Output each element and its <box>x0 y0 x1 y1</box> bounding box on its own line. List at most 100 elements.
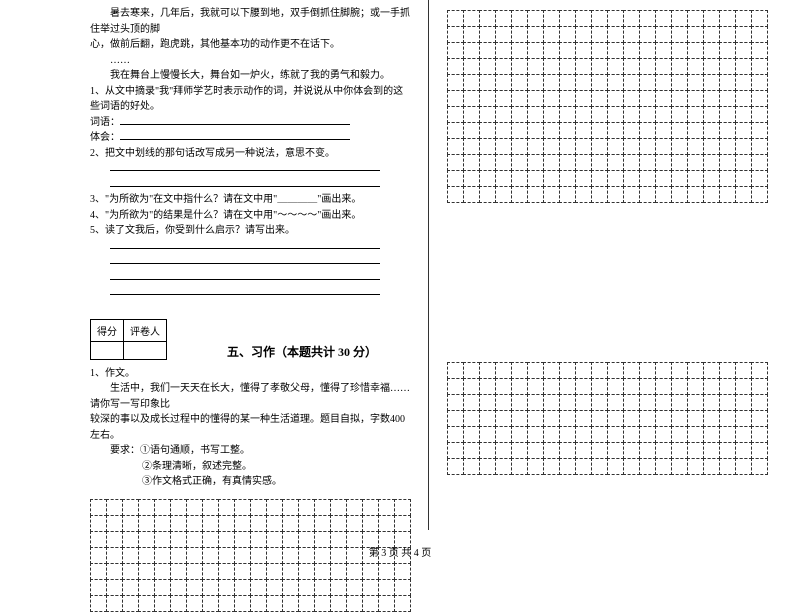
grid-cell[interactable] <box>170 563 187 580</box>
grid-cell[interactable] <box>623 26 640 43</box>
grid-cell[interactable] <box>559 58 576 75</box>
grid-cell[interactable] <box>719 90 736 107</box>
grid-cell[interactable] <box>447 42 464 59</box>
grid-cell[interactable] <box>495 74 512 91</box>
grid-cell[interactable] <box>394 499 411 516</box>
grid-cell[interactable] <box>575 74 592 91</box>
grid-cell[interactable] <box>639 42 656 59</box>
grid-cell[interactable] <box>479 74 496 91</box>
grid-cell[interactable] <box>511 122 528 139</box>
grid-cell[interactable] <box>719 106 736 123</box>
grid-cell[interactable] <box>511 90 528 107</box>
grid-cell[interactable] <box>623 90 640 107</box>
grid-cell[interactable] <box>655 186 672 203</box>
grid-cell[interactable] <box>543 58 560 75</box>
grid-cell[interactable] <box>559 378 576 395</box>
grid-cell[interactable] <box>607 186 624 203</box>
grid-cell[interactable] <box>591 42 608 59</box>
grid-cell[interactable] <box>266 499 283 516</box>
grid-cell[interactable] <box>639 106 656 123</box>
grid-cell[interactable] <box>719 426 736 443</box>
grid-cell[interactable] <box>447 186 464 203</box>
grid-cell[interactable] <box>527 10 544 27</box>
grid-cell[interactable] <box>591 426 608 443</box>
grid-cell[interactable] <box>591 170 608 187</box>
grid-cell[interactable] <box>447 426 464 443</box>
grid-cell[interactable] <box>138 595 155 612</box>
grid-cell[interactable] <box>495 138 512 155</box>
grid-cell[interactable] <box>447 154 464 171</box>
grid-cell[interactable] <box>751 106 768 123</box>
grid-cell[interactable] <box>703 42 720 59</box>
grid-cell[interactable] <box>495 394 512 411</box>
grid-cell[interactable] <box>90 563 107 580</box>
grid-cell[interactable] <box>543 122 560 139</box>
grid-cell[interactable] <box>735 394 752 411</box>
grid-cell[interactable] <box>655 394 672 411</box>
grid-cell[interactable] <box>511 186 528 203</box>
grid-cell[interactable] <box>447 170 464 187</box>
grid-cell[interactable] <box>559 106 576 123</box>
grid-cell[interactable] <box>655 58 672 75</box>
grid-cell[interactable] <box>463 122 480 139</box>
grid-cell[interactable] <box>378 499 395 516</box>
grid-cell[interactable] <box>735 106 752 123</box>
grid-cell[interactable] <box>218 499 235 516</box>
grid-cell[interactable] <box>463 170 480 187</box>
grid-cell[interactable] <box>394 515 411 532</box>
grid-cell[interactable] <box>671 90 688 107</box>
grid-cell[interactable] <box>479 90 496 107</box>
grid-cell[interactable] <box>463 394 480 411</box>
grid-cell[interactable] <box>607 138 624 155</box>
grid-cell[interactable] <box>543 410 560 427</box>
grid-cell[interactable] <box>655 42 672 59</box>
grid-cell[interactable] <box>751 42 768 59</box>
grid-cell[interactable] <box>687 122 704 139</box>
grid-cell[interactable] <box>362 499 379 516</box>
grid-cell[interactable] <box>623 138 640 155</box>
grid-cell[interactable] <box>751 154 768 171</box>
grid-cell[interactable] <box>559 26 576 43</box>
grid-cell[interactable] <box>751 58 768 75</box>
grid-cell[interactable] <box>687 10 704 27</box>
grid-cell[interactable] <box>575 458 592 475</box>
grid-cell[interactable] <box>671 74 688 91</box>
grid-cell[interactable] <box>671 458 688 475</box>
grid-cell[interactable] <box>154 579 171 596</box>
grid-cell[interactable] <box>106 563 123 580</box>
grid-cell[interactable] <box>362 595 379 612</box>
grid-cell[interactable] <box>575 362 592 379</box>
grid-cell[interactable] <box>122 579 139 596</box>
grid-cell[interactable] <box>202 595 219 612</box>
grid-cell[interactable] <box>575 426 592 443</box>
grid-cell[interactable] <box>719 410 736 427</box>
grid-cell[interactable] <box>687 138 704 155</box>
grid-cell[interactable] <box>394 563 411 580</box>
grid-cell[interactable] <box>234 563 251 580</box>
grid-cell[interactable] <box>447 10 464 27</box>
grid-cell[interactable] <box>559 90 576 107</box>
grid-cell[interactable] <box>735 426 752 443</box>
grid-cell[interactable] <box>735 410 752 427</box>
grid-cell[interactable] <box>655 378 672 395</box>
grid-cell[interactable] <box>495 42 512 59</box>
grid-cell[interactable] <box>495 122 512 139</box>
grid-cell[interactable] <box>607 394 624 411</box>
grid-cell[interactable] <box>575 26 592 43</box>
grid-cell[interactable] <box>511 394 528 411</box>
grid-cell[interactable] <box>575 42 592 59</box>
grid-cell[interactable] <box>138 515 155 532</box>
grid-cell[interactable] <box>591 394 608 411</box>
grid-cell[interactable] <box>671 106 688 123</box>
grid-cell[interactable] <box>671 10 688 27</box>
blank-line[interactable] <box>120 115 350 125</box>
grid-cell[interactable] <box>623 170 640 187</box>
grid-cell[interactable] <box>671 170 688 187</box>
grid-cell[interactable] <box>266 595 283 612</box>
grid-cell[interactable] <box>591 442 608 459</box>
grid-cell[interactable] <box>703 442 720 459</box>
grid-cell[interactable] <box>639 26 656 43</box>
grid-cell[interactable] <box>511 10 528 27</box>
grid-cell[interactable] <box>639 74 656 91</box>
grid-cell[interactable] <box>703 378 720 395</box>
